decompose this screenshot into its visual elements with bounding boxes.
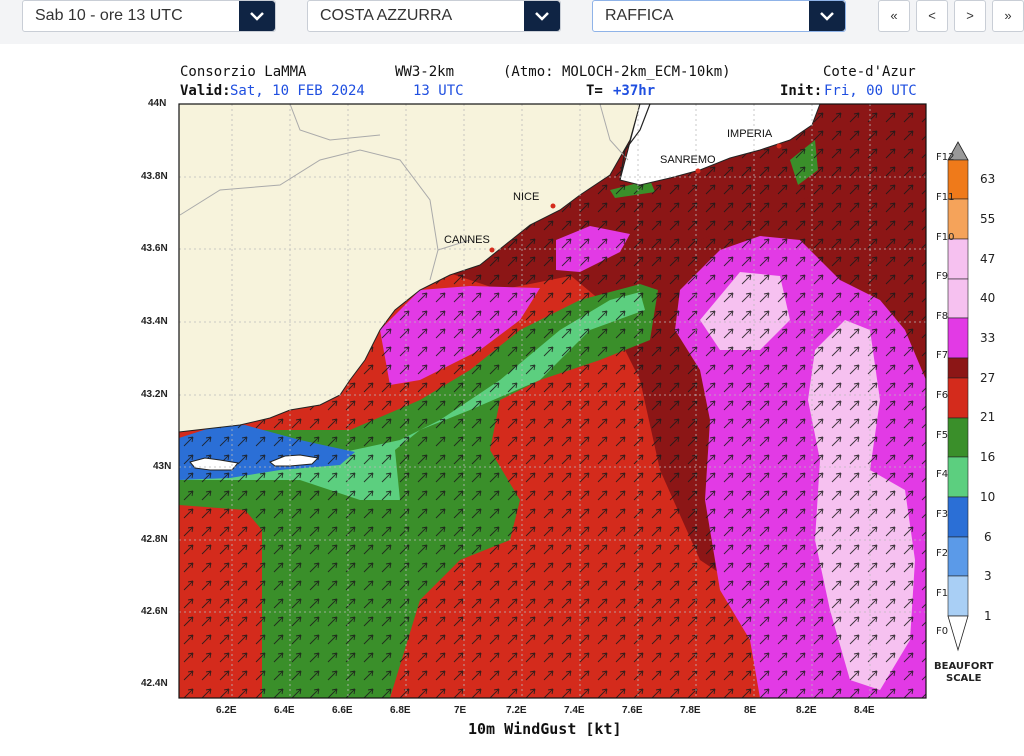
x-tick: 7.8E [680,705,701,716]
model-label: WW3-2km [395,64,455,80]
x-tick: 8.2E [796,705,817,716]
beaufort-label: F12 [936,152,955,163]
y-tick: 42.6N [141,606,168,617]
sanremo-dot [695,168,701,174]
beaufort-label: F9 [936,271,949,282]
valid-time: 13 UTC [413,83,464,99]
beaufort-label: F10 [936,232,955,243]
valid-date: Sat, 10 FEB 2024 [230,83,365,99]
land-france [179,104,641,433]
parameter-select[interactable]: RAFFICA [592,0,846,32]
beaufort-label: F8 [936,311,949,322]
legend-value: 10 [980,490,996,504]
y-tick: 43.4N [141,316,168,327]
legend-value: 6 [984,530,992,544]
legend-value: 63 [980,172,996,186]
legend-value: 1 [984,609,992,623]
legend-bar [947,141,969,652]
chevron-down-icon[interactable] [809,1,845,31]
land-italy [619,104,821,186]
y-tick: 43.8N [141,171,168,182]
x-tick: 7.2E [506,705,527,716]
legend-value: 33 [980,331,996,345]
legend-title-line1: BEAUFORT [934,661,994,672]
beaufort-label: F5 [936,430,949,441]
area-select-value: COSTA AZZURRA [320,7,453,24]
date-select[interactable]: Sab 10 - ore 13 UTC [22,0,276,32]
control-bar: Sab 10 - ore 13 UTC COSTA AZZURRA RAFFIC… [0,0,1024,44]
cannes-dot [489,247,495,253]
date-select-value: Sab 10 - ore 13 UTC [35,7,183,24]
atmo-label: (Atmo: MOLOCH-2km_ECM-10km) [503,64,731,80]
x-tick: 7E [454,705,467,716]
init-value: Fri, 00 UTC [824,83,917,99]
x-axis-title: 10m WindGust [kt] [468,720,622,738]
beaufort-label: F1 [936,588,949,599]
next-button[interactable]: > [954,0,986,32]
x-tick: 7.6E [622,705,643,716]
x-tick: 8.4E [854,705,875,716]
beaufort-label: F0 [936,626,949,637]
y-tick: 42.8N [141,534,168,545]
lead-label: T= [586,83,603,99]
lead-value: +37hr [613,83,656,99]
legend-value: 55 [980,212,996,226]
valid-label: Valid: [180,83,231,99]
map-frame [178,103,927,699]
legend-value: 21 [980,410,996,424]
y-tick: 42.4N [141,678,168,689]
y-tick: 43.2N [141,389,168,400]
init-label: Init: [780,83,823,99]
x-tick: 6.2E [216,705,237,716]
legend-value: 3 [984,569,992,583]
regional-borders [179,104,629,281]
city-label-sanremo: SANREMO [660,154,716,166]
chevron-down-icon[interactable] [239,1,275,31]
nice-dot [550,203,556,209]
provider-label: Consorzio LaMMA [180,64,307,80]
x-tick: 6.4E [274,705,295,716]
x-tick: 8E [744,705,757,716]
beaufort-label: F7 [936,350,949,361]
x-tick: 6.8E [390,705,411,716]
grid-lines [179,104,926,698]
beaufort-label: F3 [936,509,949,520]
y-tick: 43.6N [141,243,168,254]
y-tick: 44N [148,98,167,109]
chevron-down-icon[interactable] [524,1,560,31]
region-label: Cote-d'Azur [823,64,916,80]
parameter-select-value: RAFFICA [605,7,674,24]
x-tick: 6.6E [332,705,353,716]
legend-value: 27 [980,371,996,385]
first-button[interactable]: « [878,0,910,32]
island-levant [269,454,320,467]
area-select[interactable]: COSTA AZZURRA [307,0,561,32]
city-label-imperia: IMPERIA [727,128,773,140]
city-label-nice: NICE [513,191,540,203]
city-label-cannes: CANNES [444,234,490,246]
legend-value: 16 [980,450,996,464]
imperia-dot [776,143,782,149]
national-border [619,104,651,181]
x-tick: 7.4E [564,705,585,716]
beaufort-label: F11 [936,192,955,203]
beaufort-label: F4 [936,469,949,480]
legend-title-line2: SCALE [946,673,982,684]
beaufort-label: F2 [936,548,949,559]
y-tick: 43N [153,461,172,472]
previous-button[interactable]: < [916,0,948,32]
beaufort-label: F6 [936,390,949,401]
legend-value: 47 [980,252,996,266]
legend-value: 40 [980,291,996,305]
legend-arrow-bottom [947,615,969,652]
